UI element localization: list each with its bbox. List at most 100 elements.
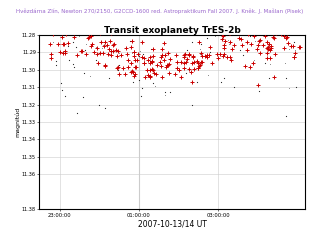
Point [185, 58, 190, 61]
Point [71, 40, 76, 44]
Point [72, 35, 77, 39]
Point [135, 58, 140, 61]
Point [186, 52, 191, 55]
Point [297, 45, 302, 49]
Title: Transit exoplanety TrES-2b: Transit exoplanety TrES-2b [104, 26, 241, 35]
Point [85, 36, 91, 40]
Point [139, 55, 144, 59]
Point [273, 32, 278, 35]
Point [84, 52, 89, 56]
Point [110, 49, 115, 53]
Point [250, 61, 255, 65]
Point [268, 48, 273, 52]
Point [198, 60, 204, 63]
Point [112, 42, 117, 45]
Point [226, 42, 231, 46]
Point [102, 63, 108, 67]
Point [262, 61, 268, 65]
Point [115, 66, 120, 69]
Point [263, 35, 268, 38]
Point [254, 47, 260, 51]
Point [227, 16, 232, 20]
Point [198, 51, 204, 55]
Point [266, 76, 271, 80]
Point [165, 63, 170, 67]
Point [220, 33, 225, 36]
Point [185, 67, 190, 70]
Point [138, 49, 143, 53]
Point [141, 61, 147, 65]
Point [150, 67, 155, 70]
Point [282, 34, 287, 38]
Point [140, 40, 145, 43]
Point [91, 30, 96, 34]
Point [59, 88, 64, 92]
Point [198, 52, 203, 56]
Point [162, 93, 167, 97]
Point [98, 40, 103, 44]
Point [292, 55, 297, 59]
Point [141, 56, 147, 60]
Point [241, 53, 246, 57]
Point [104, 43, 109, 47]
Point [153, 84, 158, 87]
Point [53, 63, 59, 67]
Point [291, 40, 296, 44]
Point [181, 61, 186, 65]
Point [78, 49, 84, 53]
Point [151, 68, 156, 72]
Point [183, 71, 188, 75]
Point [88, 34, 93, 38]
Point [177, 68, 182, 72]
Point [124, 46, 129, 50]
Point [196, 40, 201, 44]
Point [196, 64, 201, 68]
Point [103, 106, 108, 110]
Point [70, 62, 76, 66]
Point [137, 54, 142, 58]
Point [251, 25, 256, 29]
Point [81, 95, 86, 99]
Point [231, 85, 236, 89]
Point [247, 65, 252, 69]
Point [125, 58, 131, 62]
Point [204, 55, 209, 59]
Point [88, 44, 93, 48]
Point [283, 61, 288, 65]
Point [97, 51, 102, 54]
Point [55, 42, 60, 46]
Point [130, 69, 135, 73]
Point [86, 35, 91, 39]
Point [264, 56, 269, 60]
Point [95, 46, 100, 50]
Point [73, 29, 78, 33]
Point [162, 42, 167, 45]
Point [130, 80, 135, 84]
Point [242, 64, 247, 68]
Point [111, 28, 116, 32]
Point [108, 31, 114, 35]
Point [165, 63, 171, 67]
Point [232, 43, 237, 47]
Point [61, 42, 66, 45]
Point [132, 65, 138, 69]
Point [226, 25, 231, 29]
Point [137, 78, 142, 82]
Point [97, 103, 102, 107]
Point [132, 74, 137, 78]
Point [174, 66, 179, 70]
Point [93, 58, 99, 62]
Point [258, 51, 263, 54]
Point [272, 75, 277, 79]
Point [75, 111, 80, 115]
Point [285, 41, 291, 45]
Point [227, 55, 232, 59]
Point [244, 48, 250, 52]
Point [275, 30, 280, 34]
Point [100, 51, 106, 55]
Point [265, 46, 270, 50]
Point [288, 44, 293, 48]
Point [108, 53, 113, 57]
Point [73, 28, 78, 32]
Point [133, 58, 138, 61]
